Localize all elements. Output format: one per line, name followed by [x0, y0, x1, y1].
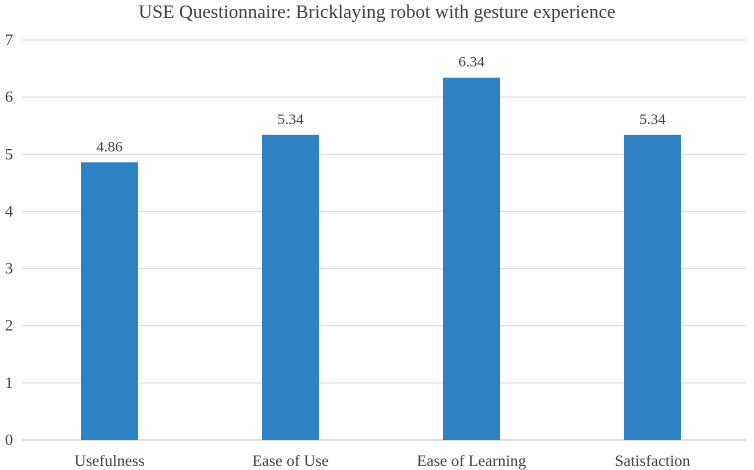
bar: [262, 134, 319, 440]
y-tick-label: 6: [5, 89, 13, 106]
data-label: 4.86: [96, 139, 123, 155]
bar: [443, 77, 500, 440]
bar: [81, 162, 138, 441]
y-tick-label: 5: [5, 146, 13, 163]
bar: [624, 134, 681, 440]
x-axis-categories: Usefulness Ease of Use Ease of Learning Sat…: [74, 453, 690, 470]
y-axis-ticks: 0 1 2 3 4 5 6 7: [5, 32, 13, 449]
y-tick-label: 3: [5, 261, 13, 278]
data-label: 5.34: [639, 112, 666, 128]
x-category-label: Ease of Use: [252, 453, 328, 470]
bars: [81, 77, 681, 441]
x-category-label: Ease of Learning: [417, 453, 526, 470]
y-tick-label: 0: [5, 432, 13, 449]
y-tick-label: 4: [5, 203, 13, 220]
data-labels: 4.86 5.34 6.34 5.34: [96, 55, 666, 156]
data-label: 5.34: [277, 112, 304, 128]
chart-title: USE Questionnaire: Bricklaying robot wit…: [139, 2, 616, 23]
y-tick-label: 2: [5, 318, 13, 335]
data-label: 6.34: [458, 55, 485, 71]
y-tick-label: 7: [5, 32, 13, 49]
x-category-label: Satisfaction: [615, 453, 691, 470]
x-category-label: Usefulness: [74, 453, 144, 470]
y-tick-label: 1: [5, 375, 13, 392]
gridlines: [22, 39, 746, 441]
